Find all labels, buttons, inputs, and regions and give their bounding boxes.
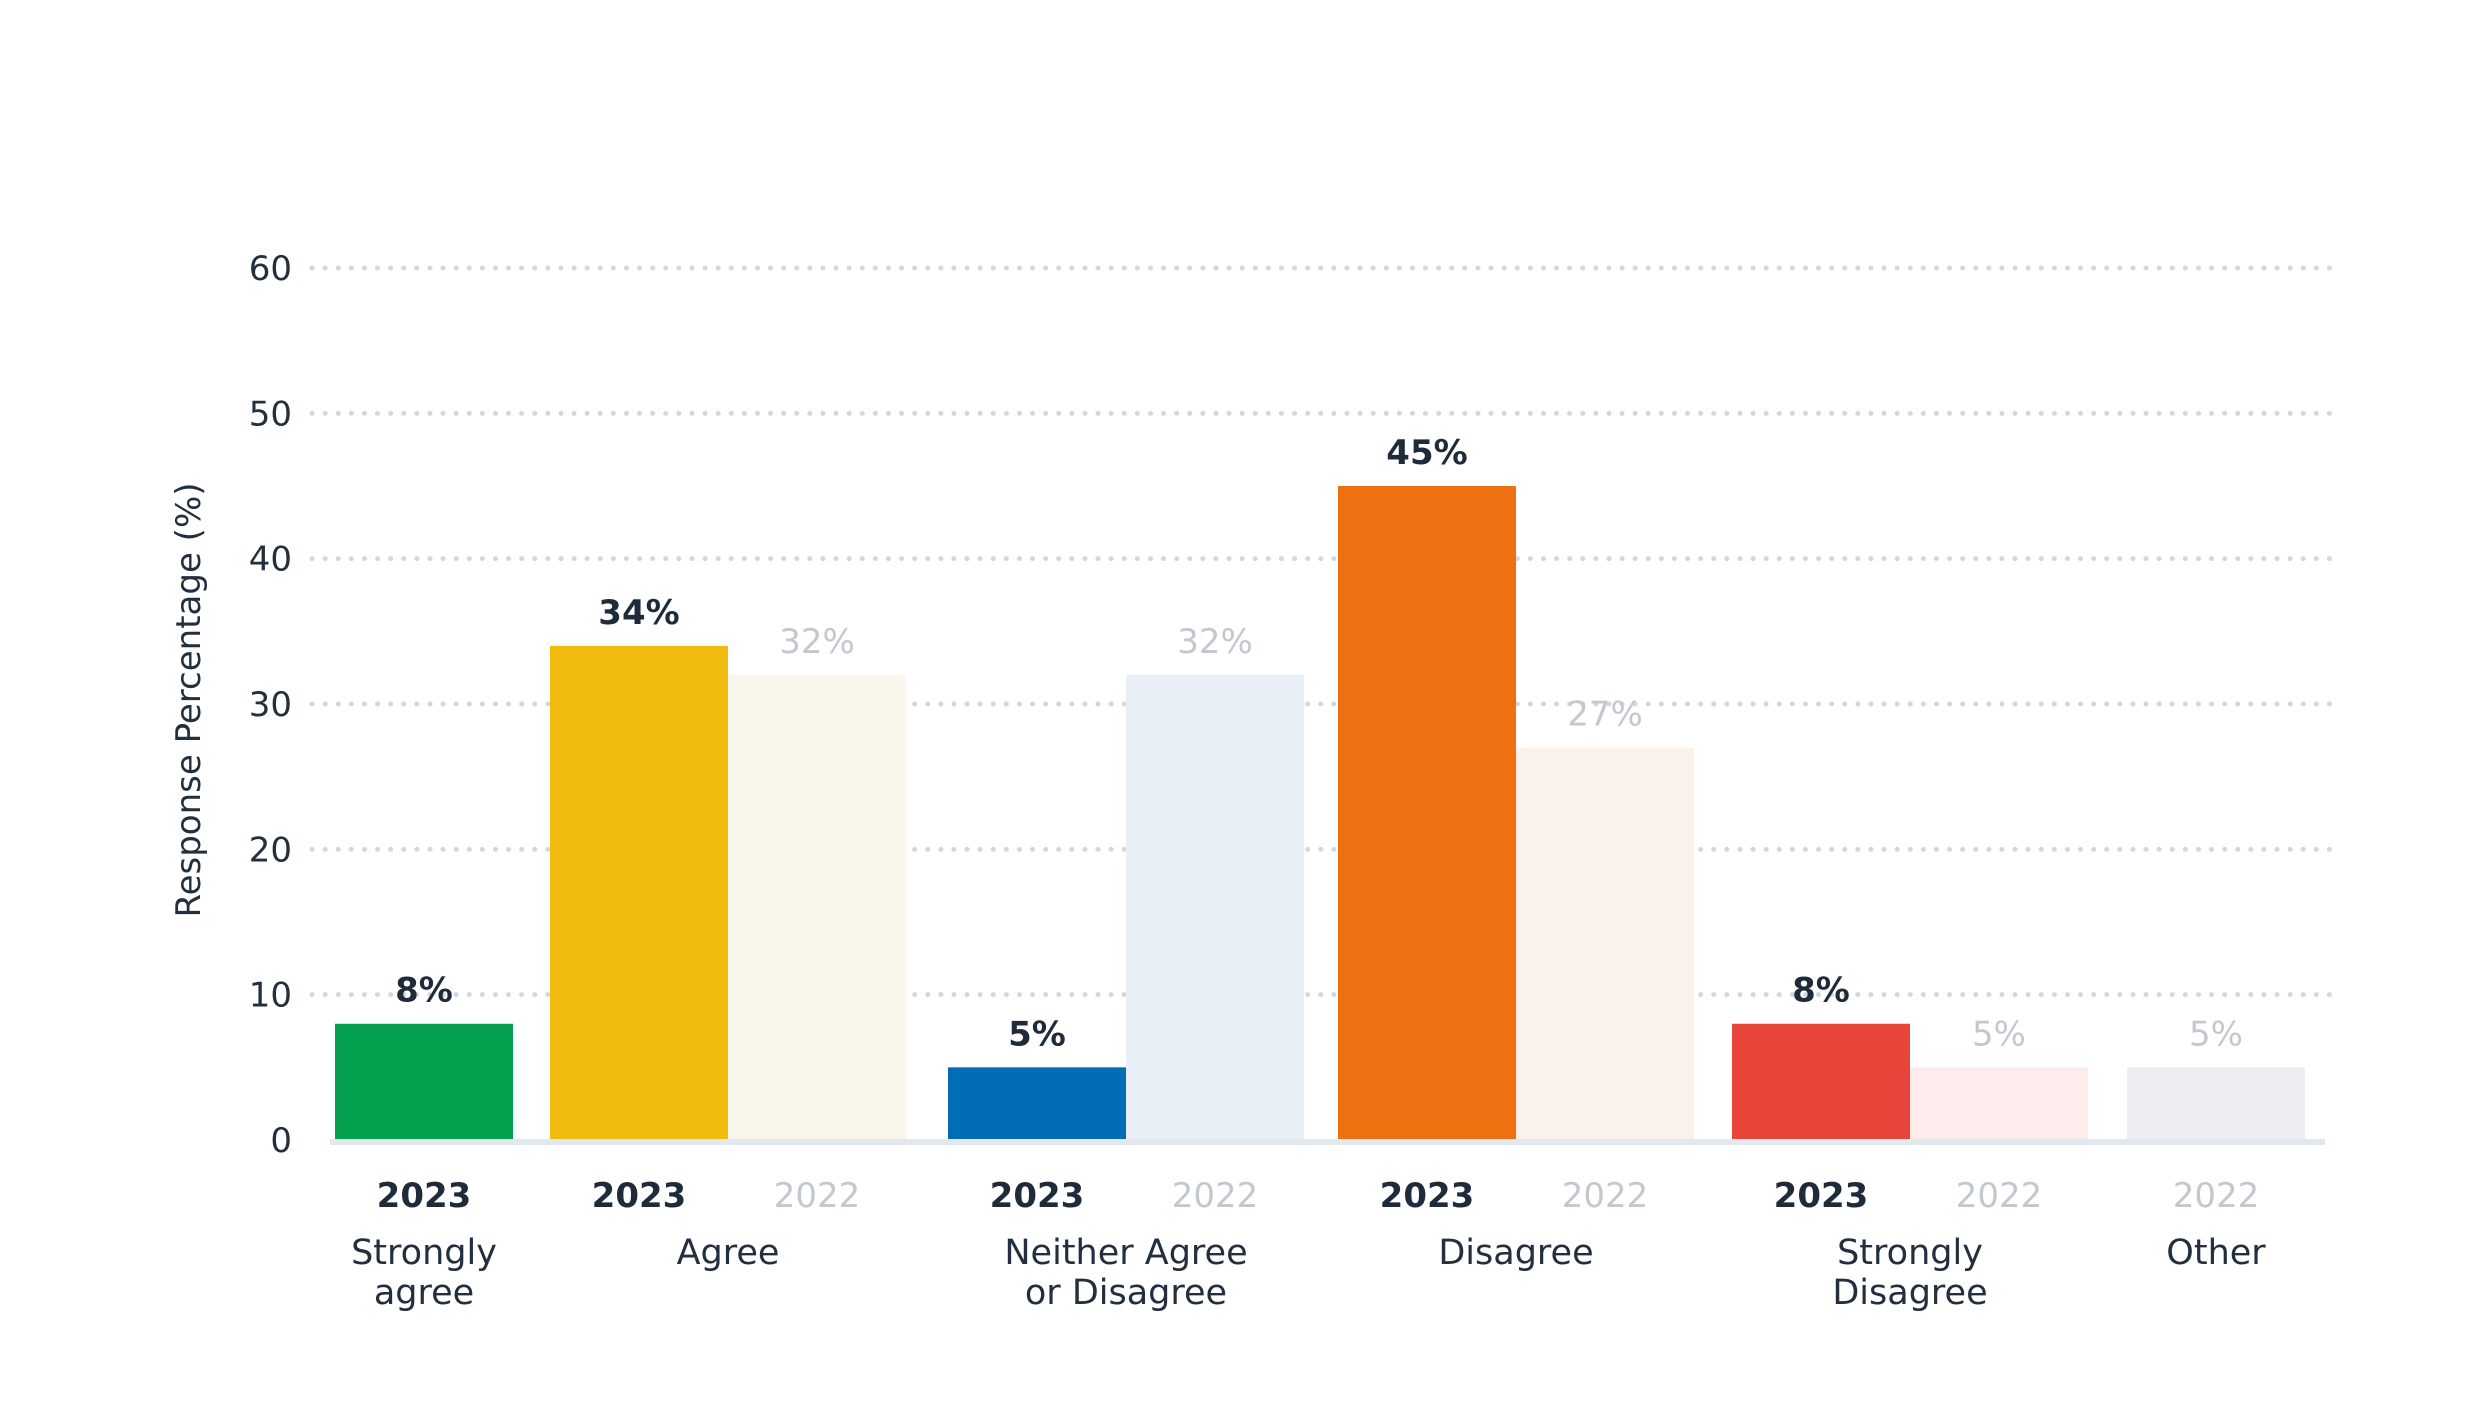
y-axis-ticks: 0 10 20 30 40 50 60: [249, 249, 292, 1161]
bar-value-label: 5%: [2189, 1014, 2243, 1054]
bar-value-label: 5%: [1972, 1014, 2026, 1054]
category-label: Neither Agree: [1004, 1233, 1247, 1273]
bar-2022: [2127, 1067, 2305, 1140]
x-year-label: 2023: [1774, 1176, 1869, 1216]
gridlines: [309, 265, 2333, 998]
bar-value-label: 8%: [395, 971, 453, 1011]
y-tick-label: 30: [249, 685, 292, 725]
bar-value-label: 45%: [1386, 433, 1467, 473]
category-label: Other: [2166, 1233, 2266, 1273]
bar-2023: [1732, 1023, 1910, 1140]
bar-value-label: 32%: [779, 622, 855, 662]
category-label: agree: [374, 1273, 474, 1313]
category-label: Agree: [677, 1233, 780, 1273]
bar-value-label: 8%: [1792, 971, 1850, 1011]
y-tick-label: 0: [270, 1121, 292, 1161]
y-tick-label: 50: [249, 394, 292, 434]
x-year-label: 2022: [1562, 1176, 1649, 1216]
y-tick-label: 40: [249, 540, 292, 580]
category-label: or Disagree: [1025, 1273, 1227, 1313]
category-label: Disagree: [1832, 1273, 1987, 1313]
y-tick-label: 20: [249, 830, 292, 870]
x-year-label: 2022: [1172, 1176, 1259, 1216]
bar-2023: [948, 1067, 1126, 1140]
bar-value-labels: 8% 34% 32% 5% 32% 45% 27% 8% 5% 5%: [395, 433, 2243, 1054]
x-year-label: 2022: [774, 1176, 861, 1216]
bar-value-label: 5%: [1008, 1014, 1066, 1054]
bar-2022: [1910, 1067, 2088, 1140]
category-label: Disagree: [1438, 1233, 1593, 1273]
bars: [335, 486, 2305, 1140]
category-label: Strongly: [1837, 1233, 1983, 1273]
bar-2023: [1338, 486, 1516, 1140]
y-tick-label: 10: [249, 976, 292, 1016]
x-year-label: 2022: [1956, 1176, 2043, 1216]
bar-2022: [728, 674, 906, 1140]
x-year-label: 2023: [592, 1176, 687, 1216]
y-tick-label: 60: [249, 249, 292, 289]
bar-2022: [1516, 747, 1694, 1140]
bar-2023: [550, 645, 728, 1140]
x-year-label: 2023: [990, 1176, 1085, 1216]
y-axis-title: Response Percentage (%): [169, 482, 209, 917]
bar-value-label: 34%: [598, 593, 679, 633]
category-label: Strongly: [351, 1233, 497, 1273]
x-year-label: 2022: [2173, 1176, 2260, 1216]
bar-2023: [335, 1023, 513, 1140]
bar-value-label: 27%: [1567, 695, 1643, 735]
bar-value-label: 32%: [1177, 622, 1253, 662]
x-year-label: 2023: [377, 1176, 472, 1216]
bar-2022: [1126, 674, 1304, 1140]
x-year-label: 2023: [1380, 1176, 1475, 1216]
